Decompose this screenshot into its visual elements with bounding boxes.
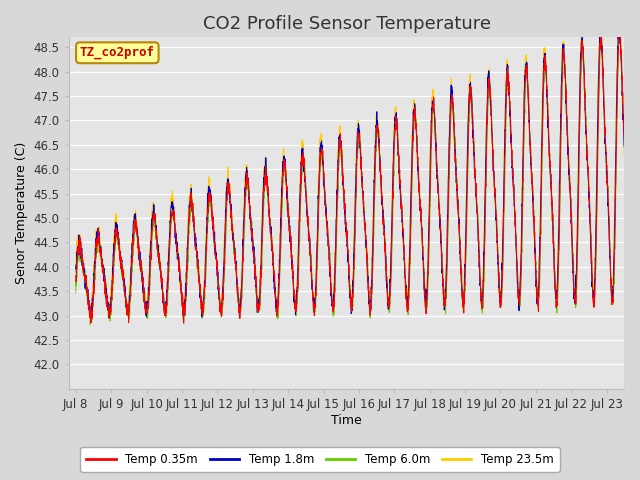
X-axis label: Time: Time [331, 414, 362, 427]
Legend: Temp 0.35m, Temp 1.8m, Temp 6.0m, Temp 23.5m: Temp 0.35m, Temp 1.8m, Temp 6.0m, Temp 2… [81, 447, 559, 472]
Title: CO2 Profile Sensor Temperature: CO2 Profile Sensor Temperature [202, 15, 490, 33]
Text: TZ_co2prof: TZ_co2prof [80, 46, 155, 60]
Y-axis label: Senor Temperature (C): Senor Temperature (C) [15, 142, 28, 284]
